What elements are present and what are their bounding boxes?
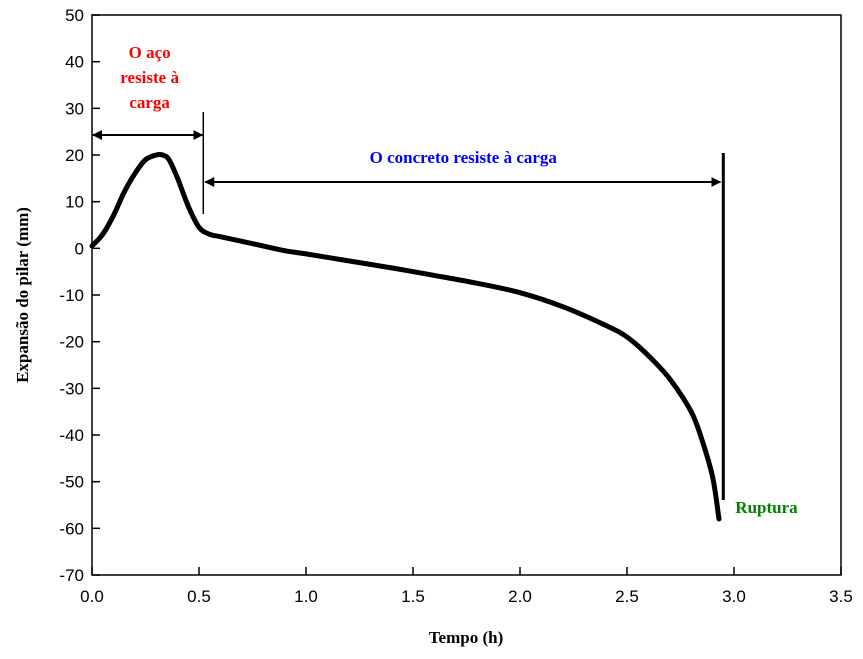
y-axis-title: Expansão do pilar (mm) (13, 207, 32, 383)
series-line (89, 151, 722, 522)
y-tick-label: -70 (59, 566, 84, 585)
y-tick-label: 50 (65, 6, 84, 25)
x-axis-title: Tempo (h) (429, 628, 503, 647)
y-tick-label: -30 (59, 379, 84, 398)
rupture-annotation: Ruptura (735, 498, 798, 517)
x-tick-label: 0.0 (80, 587, 104, 606)
x-tick-label: 1.5 (401, 587, 425, 606)
x-tick-label: 2.5 (615, 587, 639, 606)
y-tick-label: -50 (59, 473, 84, 492)
y-tick-label: -40 (59, 426, 84, 445)
plot-frame (91, 14, 842, 576)
x-tick-label: 2.0 (508, 587, 532, 606)
x-tick-label: 3.5 (829, 587, 853, 606)
y-axis-ticks: 50 40 30 20 10 0 -10 -20 -30 -40 -50 -60 -70 (59, 6, 100, 585)
steel-annotation: O aço resiste à carga (120, 43, 179, 112)
y-tick-label: -20 (59, 333, 84, 352)
x-axis-ticks: 0.0 0.5 1.0 1.5 2.0 2.5 3.0 3.5 (80, 567, 853, 606)
y-tick-label: 30 (65, 99, 84, 118)
y-tick-label: -60 (59, 519, 84, 538)
x-tick-label: 0.5 (187, 587, 211, 606)
y-tick-label: 0 (75, 239, 84, 258)
y-tick-label: -10 (59, 286, 84, 305)
x-tick-label: 3.0 (722, 587, 746, 606)
concrete-annotation: O concreto resiste à carga (370, 148, 558, 167)
x-tick-label: 1.0 (294, 587, 318, 606)
y-tick-label: 20 (65, 146, 84, 165)
y-tick-label: 10 (65, 193, 84, 212)
y-tick-label: 40 (65, 53, 84, 72)
